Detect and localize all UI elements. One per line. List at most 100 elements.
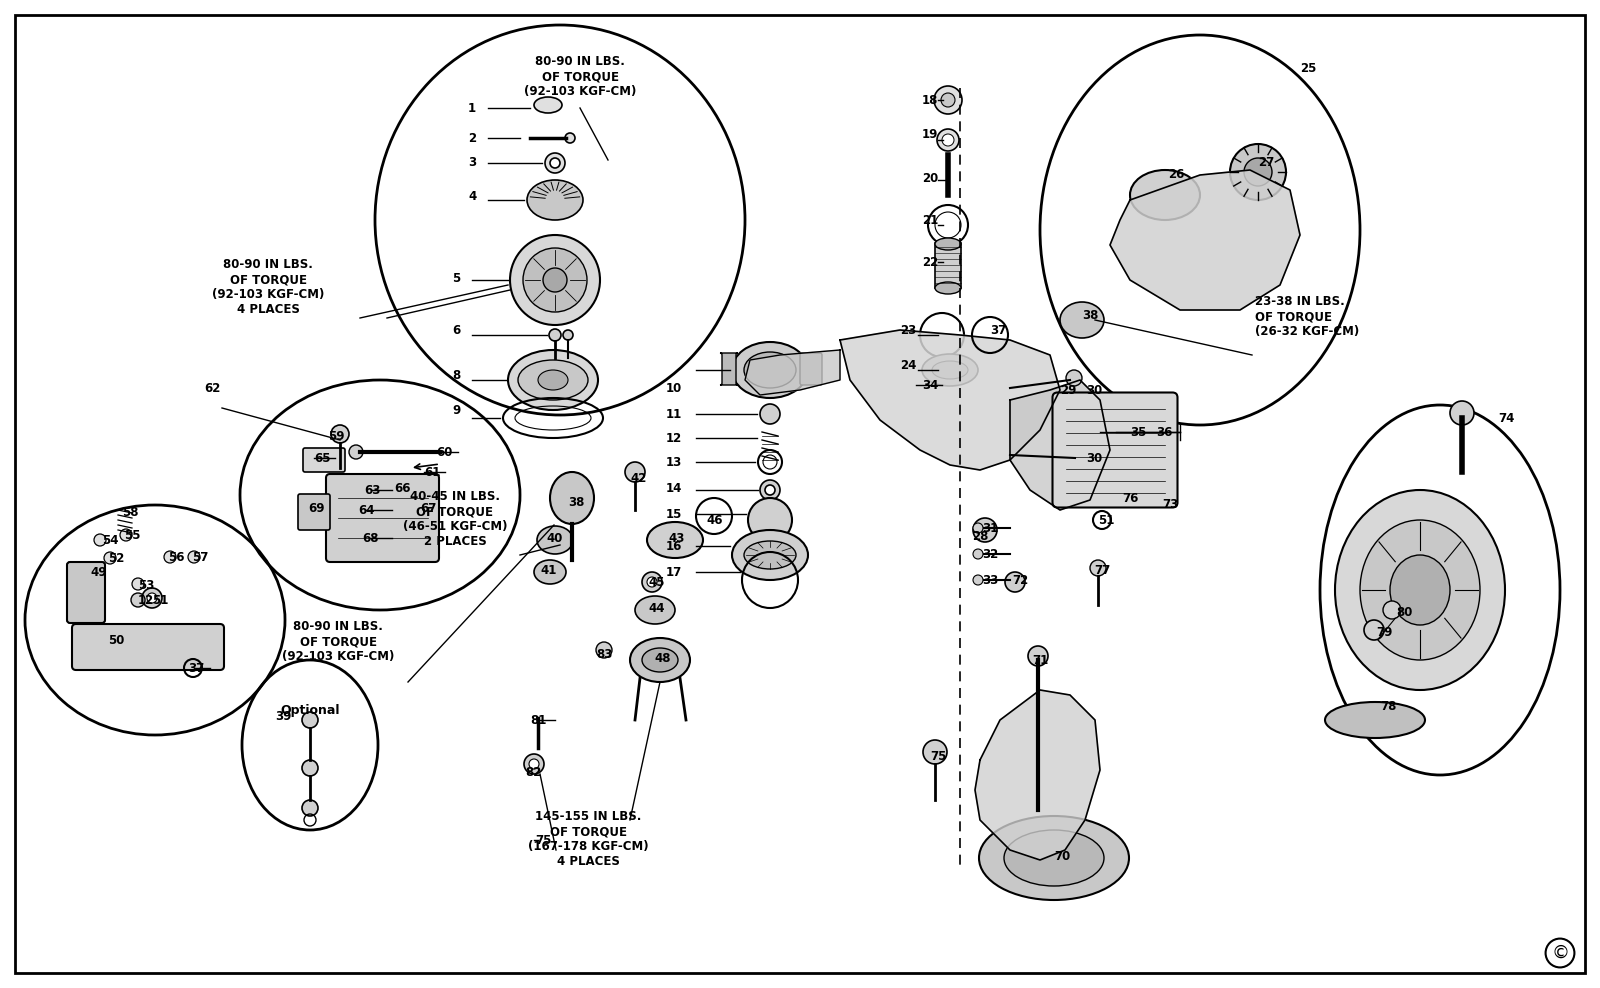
Ellipse shape: [518, 360, 589, 400]
Text: 20: 20: [922, 172, 938, 185]
Text: 5: 5: [453, 272, 461, 285]
Circle shape: [760, 404, 781, 424]
Circle shape: [104, 552, 115, 564]
Text: 10: 10: [666, 381, 682, 394]
Text: 17: 17: [666, 565, 682, 579]
Ellipse shape: [538, 526, 573, 554]
Text: 81: 81: [530, 713, 546, 726]
Text: 75: 75: [930, 750, 946, 763]
Text: 26: 26: [1168, 169, 1184, 182]
Text: 34: 34: [922, 378, 938, 391]
Ellipse shape: [526, 180, 582, 220]
Ellipse shape: [934, 282, 962, 294]
Circle shape: [349, 445, 363, 459]
Text: 12: 12: [138, 594, 154, 607]
Text: 35: 35: [1130, 426, 1146, 439]
Ellipse shape: [733, 342, 808, 398]
Text: 1: 1: [467, 102, 477, 115]
Circle shape: [942, 134, 954, 146]
Text: 61: 61: [424, 465, 440, 478]
Text: 29: 29: [1059, 383, 1077, 396]
Ellipse shape: [523, 248, 587, 312]
Text: 55: 55: [125, 529, 141, 541]
Ellipse shape: [979, 816, 1130, 900]
Text: 37: 37: [990, 323, 1006, 337]
Ellipse shape: [931, 361, 968, 379]
Text: 30: 30: [1086, 452, 1102, 464]
Circle shape: [923, 740, 947, 764]
Text: 79: 79: [1376, 625, 1392, 638]
Text: 62: 62: [205, 381, 221, 394]
Text: 58: 58: [122, 506, 139, 519]
Text: 25: 25: [1299, 61, 1317, 74]
Text: 14: 14: [666, 481, 682, 495]
Text: 60: 60: [435, 446, 453, 458]
Polygon shape: [1010, 380, 1110, 510]
Text: 76: 76: [1122, 491, 1138, 505]
Text: 145-155 IN LBS.
OF TORQUE
(167-178 KGF-CM)
4 PLACES: 145-155 IN LBS. OF TORQUE (167-178 KGF-C…: [528, 810, 648, 868]
Text: 22: 22: [922, 256, 938, 269]
Circle shape: [131, 578, 144, 590]
Circle shape: [120, 529, 131, 541]
Text: 51: 51: [152, 594, 168, 607]
Circle shape: [938, 129, 958, 151]
Polygon shape: [746, 350, 840, 395]
Text: 6: 6: [453, 323, 461, 337]
Text: 37: 37: [189, 662, 205, 675]
Text: 68: 68: [362, 532, 379, 544]
Ellipse shape: [642, 648, 678, 672]
FancyBboxPatch shape: [1053, 392, 1178, 508]
Circle shape: [131, 593, 146, 607]
Text: 71: 71: [1032, 653, 1048, 667]
Text: 80-90 IN LBS.
OF TORQUE
(92-103 KGF-CM): 80-90 IN LBS. OF TORQUE (92-103 KGF-CM): [523, 55, 637, 98]
Text: 80: 80: [1395, 606, 1413, 618]
Circle shape: [302, 712, 318, 728]
Ellipse shape: [922, 354, 978, 386]
Text: 24: 24: [899, 359, 917, 371]
Ellipse shape: [1390, 555, 1450, 625]
Circle shape: [1245, 158, 1272, 186]
FancyBboxPatch shape: [720, 353, 738, 385]
Text: 80-90 IN LBS.
OF TORQUE
(92-103 KGF-CM): 80-90 IN LBS. OF TORQUE (92-103 KGF-CM): [282, 620, 394, 663]
Text: 18: 18: [922, 94, 938, 107]
Circle shape: [760, 480, 781, 500]
Circle shape: [626, 462, 645, 482]
Text: 31: 31: [982, 522, 998, 535]
Ellipse shape: [733, 530, 808, 580]
Ellipse shape: [1059, 302, 1104, 338]
Text: 36: 36: [1155, 426, 1173, 439]
Ellipse shape: [630, 638, 690, 682]
Text: 78: 78: [1379, 700, 1397, 712]
FancyBboxPatch shape: [67, 562, 106, 623]
Text: 40-45 IN LBS.
OF TORQUE
(46-51 KGF-CM)
2 PLACES: 40-45 IN LBS. OF TORQUE (46-51 KGF-CM) 2…: [403, 490, 507, 548]
FancyBboxPatch shape: [800, 353, 822, 385]
FancyBboxPatch shape: [72, 624, 224, 670]
Text: 23: 23: [899, 323, 917, 337]
Ellipse shape: [1130, 170, 1200, 220]
Circle shape: [302, 800, 318, 816]
Text: Optional: Optional: [280, 703, 339, 716]
Circle shape: [1072, 452, 1088, 468]
Text: 56: 56: [168, 550, 184, 563]
Bar: [1107, 482, 1136, 502]
Text: 33: 33: [982, 573, 998, 587]
Circle shape: [973, 549, 982, 559]
Circle shape: [934, 86, 962, 114]
Circle shape: [941, 93, 955, 107]
Ellipse shape: [1360, 520, 1480, 660]
Text: 46: 46: [706, 514, 723, 527]
Text: 49: 49: [90, 565, 107, 579]
Text: 15: 15: [666, 508, 682, 521]
Circle shape: [331, 425, 349, 443]
FancyBboxPatch shape: [326, 474, 438, 562]
Ellipse shape: [744, 352, 797, 388]
Ellipse shape: [538, 370, 568, 390]
Text: 57: 57: [192, 550, 208, 563]
Circle shape: [565, 133, 574, 143]
Circle shape: [1382, 601, 1402, 619]
Ellipse shape: [646, 522, 702, 558]
Text: 54: 54: [102, 534, 118, 546]
Text: 40: 40: [546, 532, 562, 544]
Text: 82: 82: [525, 766, 541, 779]
Circle shape: [973, 523, 982, 533]
